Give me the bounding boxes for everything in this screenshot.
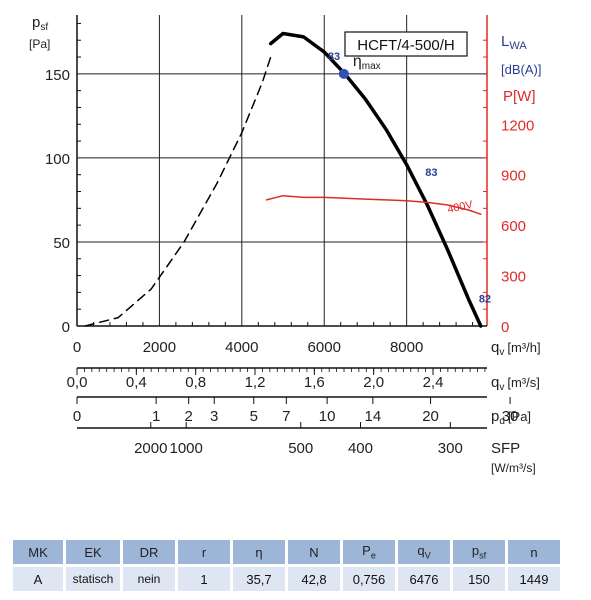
voltage-label: 400V <box>446 199 474 216</box>
x-tick-label-0: 6000 <box>308 339 341 356</box>
lwa-value-label: 83 <box>328 51 340 63</box>
series-400V <box>265 194 482 215</box>
left-tick-label: 0 <box>62 319 70 336</box>
spec-value-cell: 35,7 <box>233 567 285 591</box>
lwa-label-sub: WA <box>509 40 527 52</box>
spec-header-sub: e <box>370 550 376 561</box>
labels: 0 50 100 150 0 300 600 900 1200 psf [Pa] LWA [dB(A)]… <box>29 14 541 336</box>
right-tick-label: 1200 <box>501 117 534 134</box>
spec-value-cell: 1 <box>178 567 230 591</box>
spec-header-cell: η <box>233 540 285 564</box>
model-box: HCFT/4-500/H <box>344 31 468 57</box>
spec-value-cell: nein <box>123 567 175 591</box>
left-axis-unit: [Pa] <box>29 37 50 51</box>
x-tick-label-2: 2 <box>184 408 192 425</box>
right-tick-label: 300 <box>501 269 526 286</box>
x-axis-unit: [Pa] <box>508 409 531 424</box>
x-tick-label-2: 5 <box>250 408 258 425</box>
x-tick-label-1: 1,6 <box>304 374 325 391</box>
spec-table-header: MK EK DR r η N Pe qV psf n <box>13 540 560 564</box>
x-tick-label-2: 0 <box>73 408 81 425</box>
x-tick-label-2: 3 <box>210 408 218 425</box>
x-tick-label-0: 4000 <box>225 339 258 356</box>
spec-header-cell: n <box>508 540 560 564</box>
right-tick-label: 600 <box>501 218 526 235</box>
spec-header-cell: DR <box>123 540 175 564</box>
curves <box>84 31 483 328</box>
x-axis-label-3: SFP <box>491 440 520 457</box>
spec-header-cell: N <box>288 540 340 564</box>
sfp-unit: [W/m³/s] <box>491 461 536 475</box>
left-tick-label: 150 <box>45 67 70 84</box>
x-axis-label-1: qv [m³/s] <box>491 374 540 393</box>
grid <box>77 15 487 326</box>
right-tick-label: 0 <box>501 319 509 336</box>
spec-value-cell: A <box>13 567 63 591</box>
x-tick-label-2: 10 <box>319 408 336 425</box>
lwa-value-label: 82 <box>479 293 491 305</box>
x-tick-label-1: 1,2 <box>245 374 266 391</box>
x-axis-unit: [m³/h] <box>507 340 540 355</box>
axes <box>76 15 488 327</box>
x-tick-label-0: 8000 <box>390 339 423 356</box>
x-tick-label-1: 0,0 <box>67 374 88 391</box>
x-tick-label-1: 0,8 <box>185 374 206 391</box>
model-box-border <box>344 31 468 57</box>
x-tick-label-2: 1 <box>152 408 160 425</box>
left-axis-label-sub: sf <box>40 22 48 33</box>
x-tick-label-2: 14 <box>365 408 382 425</box>
spec-header-sub: V <box>424 550 431 561</box>
x-tick-label-1: 0,4 <box>126 374 147 391</box>
x-tick-label-3: 500 <box>288 440 313 457</box>
x-tick-label-0: 0 <box>73 339 81 356</box>
left-tick-label: 100 <box>45 151 70 168</box>
series-pressure_solid <box>268 31 483 328</box>
left-tick-label: 50 <box>53 235 70 252</box>
spec-header-cell: MK <box>13 540 63 564</box>
x-tick-label-3: 2000 <box>134 440 167 457</box>
x-axis-unit: [m³/s] <box>507 375 540 390</box>
x-tick-label-2: 7 <box>282 408 290 425</box>
x-axes: 0 2000 4000 6000 8000 qv [m³/h]0,0 0,4 0,8 1,2 1,6… <box>67 339 541 475</box>
right-tick-label: 900 <box>501 168 526 185</box>
spec-value-cell: 0,756 <box>343 567 395 591</box>
spec-header-cell: psf <box>453 540 505 564</box>
power-axis-label: P[W] <box>503 88 536 105</box>
lwa-unit: [dB(A)] <box>501 62 541 77</box>
spec-header-cell: Pe <box>343 540 395 564</box>
lwa-value-label: 83 <box>425 167 437 179</box>
model-label: HCFT/4-500/H <box>357 37 455 54</box>
x-tick-label-1: 2,4 <box>423 374 444 391</box>
spec-value-cell: 1449 <box>508 567 560 591</box>
series-pressure_dashed <box>84 56 272 327</box>
x-axis-label-sub: d <box>499 416 505 427</box>
x-tick-label-2: 20 <box>422 408 439 425</box>
spec-value-cell: 6476 <box>398 567 450 591</box>
left-axis-label: psf <box>32 14 48 33</box>
lwa-label: LWA <box>501 33 527 52</box>
eta-max-marker <box>338 68 349 79</box>
spec-value-cell: 42,8 <box>288 567 340 591</box>
x-tick-label-1: 2,0 <box>363 374 384 391</box>
spec-header-cell: EK <box>66 540 120 564</box>
spec-header-sub: sf <box>479 550 487 561</box>
x-axis-label-0: qv [m³/h] <box>491 339 541 358</box>
x-axis-label-sub: v <box>499 382 504 393</box>
spec-header-cell: qV <box>398 540 450 564</box>
x-tick-label-2: 30 <box>502 408 519 425</box>
eta-max-sub: max <box>362 61 381 72</box>
spec-header-cell: r <box>178 540 230 564</box>
x-axis-label-sub: v <box>499 347 504 358</box>
x-tick-label-0: 2000 <box>143 339 176 356</box>
spec-value-cell: statisch <box>66 567 120 591</box>
x-tick-label-3: 1000 <box>170 440 203 457</box>
x-tick-label-3: 300 <box>438 440 463 457</box>
spec-value-cell: 150 <box>453 567 505 591</box>
x-tick-label-3: 400 <box>348 440 373 457</box>
